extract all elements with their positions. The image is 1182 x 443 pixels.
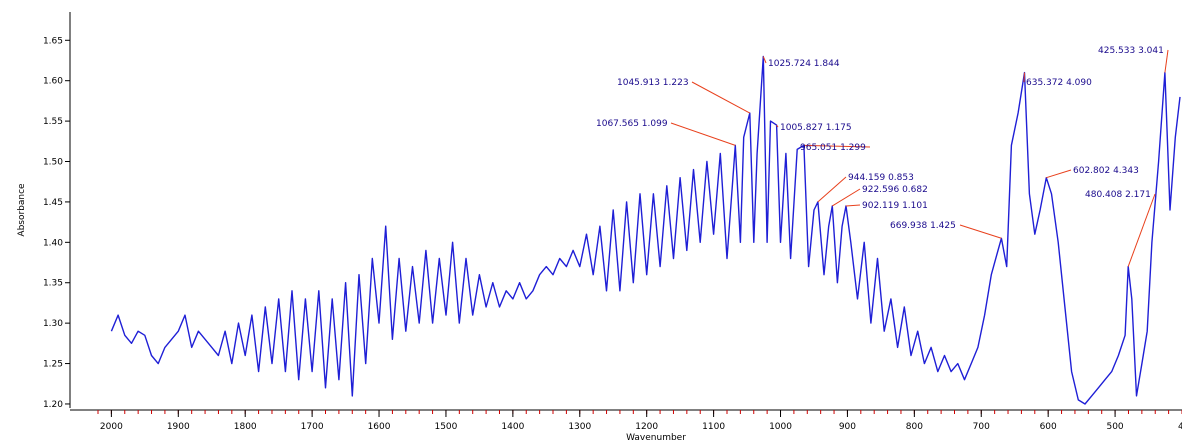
peak-label: 669.938 1.425: [890, 221, 956, 231]
peak-label: 602.802 4.343: [1073, 166, 1139, 176]
peak-leader-line: [691, 81, 751, 114]
peak-leader-line: [1046, 169, 1072, 179]
x-tick-label: 4: [1178, 422, 1182, 432]
peak-leader-line: [762, 56, 767, 64]
x-tick-label: 900: [839, 422, 856, 432]
x-tick-label: 1400: [501, 422, 524, 432]
peak-leader-line: [832, 188, 861, 207]
peak-label: 480.408 2.171: [1085, 190, 1151, 200]
y-tick-label: 1.45: [43, 198, 63, 208]
peak-label: 902.119 1.101: [862, 201, 928, 211]
x-tick-label: 1100: [702, 422, 725, 432]
x-tick-label: 1300: [568, 422, 591, 432]
peak-leader-line: [1164, 49, 1169, 73]
y-tick-label: 1.35: [43, 279, 63, 289]
x-tick-label: 800: [906, 422, 923, 432]
peak-label: 1025.724 1.844: [768, 59, 840, 69]
x-tick-label: 1900: [167, 422, 190, 432]
x-tick-label: 500: [1106, 422, 1123, 432]
peak-leader-line: [776, 124, 779, 128]
y-tick-label: 1.55: [43, 117, 63, 127]
y-tick-label: 1.40: [43, 238, 63, 248]
peak-label: 1005.827 1.175: [780, 123, 852, 133]
x-tick-label: 600: [1040, 422, 1057, 432]
peak-label: 1067.565 1.099: [596, 119, 668, 129]
y-axis-title: Absorbance: [17, 183, 27, 237]
x-tick-label: 1700: [301, 422, 324, 432]
peak-label: 922.596 0.682: [862, 185, 928, 195]
x-tick-label: 1600: [368, 422, 391, 432]
x-tick-label: 2000: [100, 422, 123, 432]
peak-leader-line: [670, 122, 736, 146]
y-tick-label: 1.25: [43, 360, 63, 370]
x-tick-label: 700: [973, 422, 990, 432]
x-tick-label: 1000: [769, 422, 792, 432]
y-tick-label: 1.65: [43, 36, 63, 46]
y-tick-label: 1.60: [43, 77, 63, 87]
peak-label: 425.533 3.041: [1098, 46, 1164, 56]
peak-leader-line: [845, 204, 861, 207]
y-tick-label: 1.20: [43, 400, 63, 410]
peak-leader-line: [817, 176, 847, 203]
peak-leader-line: [1023, 72, 1026, 83]
spectrum-line: [110, 55, 1181, 405]
x-axis-title: Wavenumber: [626, 433, 686, 443]
y-tick-label: 1.50: [43, 158, 63, 168]
y-tick-label: 1.30: [43, 319, 63, 329]
x-tick-label: 1500: [434, 422, 457, 432]
x-tick-label: 1800: [234, 422, 257, 432]
peak-label: 635.372 4.090: [1026, 78, 1092, 88]
peak-leader-line: [803, 144, 871, 148]
x-tick-label: 1200: [635, 422, 658, 432]
peak-label: 965.051 1.299: [800, 143, 866, 153]
peak-leader-line: [959, 224, 1002, 239]
peak-label: 944.159 0.853: [848, 173, 914, 183]
peak-label: 1045.913 1.223: [617, 78, 689, 88]
peak-leader-line: [1127, 193, 1156, 267]
